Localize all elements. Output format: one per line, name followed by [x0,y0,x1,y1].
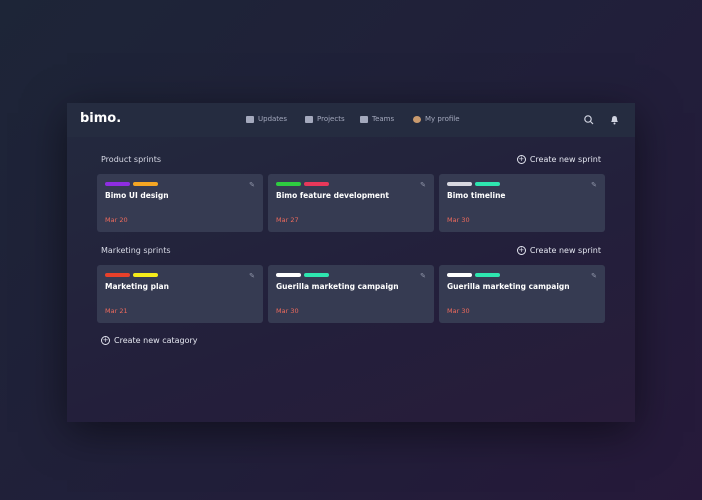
sprint-card[interactable]: Marketing plan Mar 21 ✎ [97,265,263,323]
section-title: Marketing sprints [101,246,171,255]
tag [105,273,130,277]
sprint-card[interactable]: Bimo timeline Mar 30 ✎ [439,174,605,232]
nav-item[interactable]: Projects [305,115,345,123]
tag [276,273,301,277]
plus-icon: + [516,155,526,164]
tag [475,182,500,186]
tag [447,273,472,277]
edit-icon[interactable]: ✎ [249,272,255,280]
create-label: Create new catagory [114,336,198,345]
edit-icon[interactable]: ✎ [420,181,426,189]
edit-icon[interactable]: ✎ [249,181,255,189]
plus-icon: + [101,336,110,345]
card-title: Bimo feature development [276,191,389,200]
nav-label: Projects [317,115,345,123]
nav-icon [305,115,313,123]
nav-icon [360,115,368,123]
card-title: Marketing plan [105,282,169,291]
tag [304,182,329,186]
tag [276,182,301,186]
tag [475,273,500,277]
tag [304,273,329,277]
create-label: Create new sprint [529,246,601,255]
create-button[interactable]: + Create new sprint [516,246,601,255]
card-date: Mar 30 [447,216,470,224]
plus-icon: + [516,246,526,255]
nav-label: Teams [372,115,395,123]
create-label: Create new sprint [529,155,601,164]
logo[interactable]: bimo. [80,111,122,126]
nav-icon [246,115,254,123]
sprint-card[interactable]: Bimo UI design Mar 20 ✎ [97,174,263,232]
nav-icon [413,115,421,123]
nav-item[interactable]: Teams [360,115,394,123]
tag [447,182,472,186]
nav-label: Updates [258,115,287,123]
card-date: Mar 20 [105,216,128,224]
card-title: Guerilla marketing campaign [276,282,399,291]
card-date: Mar 30 [447,307,470,315]
section-title: Product sprints [101,155,162,164]
tag [133,273,158,277]
sprint-card[interactable]: Bimo feature development Mar 27 ✎ [268,174,434,232]
nav-label: My profile [425,115,460,123]
create-button[interactable]: + Create new catagory [101,336,198,345]
card-title: Bimo timeline [447,191,506,200]
bell-icon[interactable] [610,115,619,125]
sprint-card[interactable]: Guerilla marketing campaign Mar 30 ✎ [268,265,434,323]
card-title: Bimo UI design [105,191,169,200]
nav-item[interactable]: Updates [246,115,287,123]
app-window: bimo. Updates Projects Teams My profile Pro… [67,103,635,422]
header: bimo. Updates Projects Teams My profile [67,103,635,137]
card-title: Guerilla marketing campaign [447,282,570,291]
sprint-card[interactable]: Guerilla marketing campaign Mar 30 ✎ [439,265,605,323]
nav-item[interactable]: My profile [413,115,460,123]
create-button[interactable]: + Create new sprint [516,155,601,164]
card-date: Mar 21 [105,307,128,315]
card-date: Mar 27 [276,216,299,224]
edit-icon[interactable]: ✎ [591,272,597,280]
search-icon[interactable] [584,115,594,125]
tag [105,182,130,186]
tag [133,182,158,186]
card-date: Mar 30 [276,307,299,315]
edit-icon[interactable]: ✎ [420,272,426,280]
edit-icon[interactable]: ✎ [591,181,597,189]
